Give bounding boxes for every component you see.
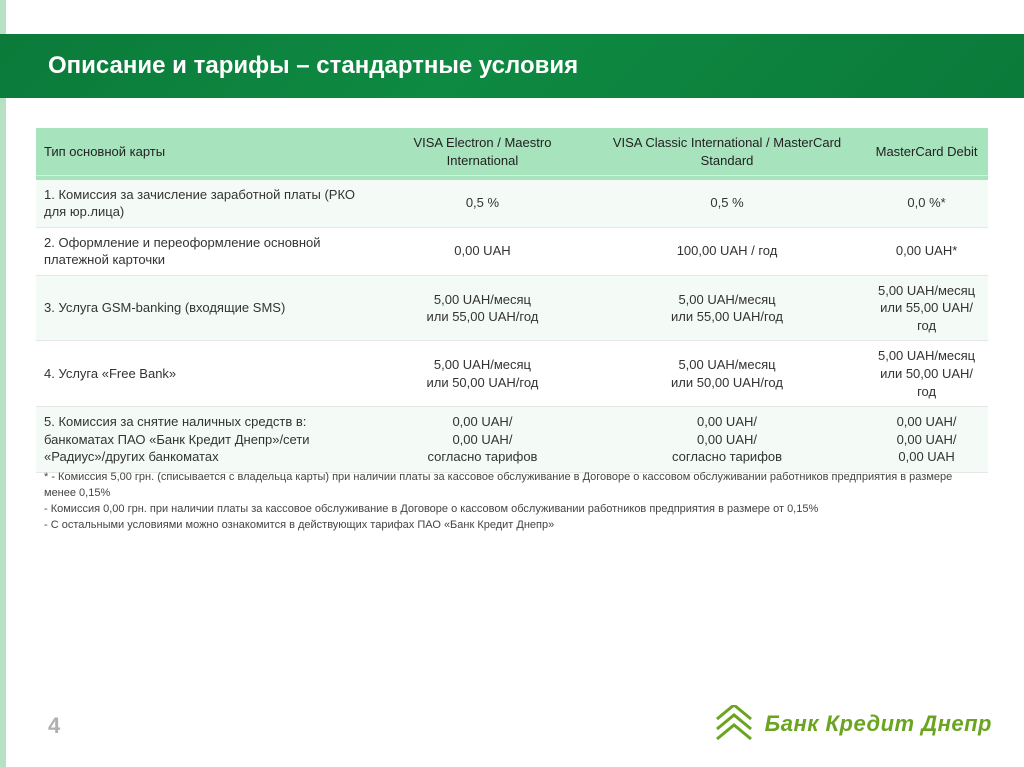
edge-accent [0,0,6,767]
row-label: 3. Услуга GSM-banking (входящие SMS) [36,275,376,341]
cell: 0,00 UAH/ 0,00 UAH/ согласно тарифов [376,407,589,473]
cell: 5,00 UAH/месяц или 55,00 UAH/год [589,275,865,341]
row-label: 2. Оформление и переоформление основной … [36,227,376,275]
cell: 0,00 UAH* [865,227,988,275]
cell: 5,00 UAH/месяц или 50,00 UAH/год [865,341,988,407]
slide-header: Описание и тарифы – стандартные условия [0,34,1024,98]
col-header-1: VISA Electron / Maestro International [376,128,589,176]
table-row: 1. Комиссия за зачисление заработной пла… [36,180,988,228]
table-header-row: Тип основной карты VISA Electron / Maest… [36,128,988,176]
table-row: 4. Услуга «Free Bank» 5,00 UAH/месяц или… [36,341,988,407]
cell: 100,00 UAH / год [589,227,865,275]
table-row: 2. Оформление и переоформление основной … [36,227,988,275]
cell: 0,00 UAH/ 0,00 UAH/ 0,00 UAH [865,407,988,473]
cell: 0,00 UAH/ 0,00 UAH/ согласно тарифов [589,407,865,473]
cell: 0,5 % [589,180,865,228]
table-row: 5. Комиссия за снятие наличных средств в… [36,407,988,473]
bank-logo: Банк Кредит Днепр [713,705,992,743]
cell: 0,5 % [376,180,589,228]
logo-icon [713,705,755,743]
cell: 5,00 UAH/месяц или 50,00 UAH/год [376,341,589,407]
col-header-3: MasterCard Debit [865,128,988,176]
cell: 5,00 UAH/месяц или 55,00 UAH/год [376,275,589,341]
col-header-2: VISA Classic International / MasterCard … [589,128,865,176]
row-label: 5. Комиссия за снятие наличных средств в… [36,407,376,473]
tariff-table-wrap: Тип основной карты VISA Electron / Maest… [36,128,988,473]
cell: 0,0 %* [865,180,988,228]
cell: 5,00 UAH/месяц или 55,00 UAH/год [865,275,988,341]
tariff-table: Тип основной карты VISA Electron / Maest… [36,128,988,473]
col-header-0: Тип основной карты [36,128,376,176]
page-number: 4 [48,713,60,739]
footnote: * - Комиссия 5,00 грн. (списывается с вл… [44,470,964,534]
row-label: 1. Комиссия за зачисление заработной пла… [36,180,376,228]
table-row: 3. Услуга GSM-banking (входящие SMS) 5,0… [36,275,988,341]
cell: 5,00 UAH/месяц или 50,00 UAH/год [589,341,865,407]
row-label: 4. Услуга «Free Bank» [36,341,376,407]
logo-text: Банк Кредит Днепр [765,711,992,737]
cell: 0,00 UAH [376,227,589,275]
slide-title: Описание и тарифы – стандартные условия [48,52,578,80]
